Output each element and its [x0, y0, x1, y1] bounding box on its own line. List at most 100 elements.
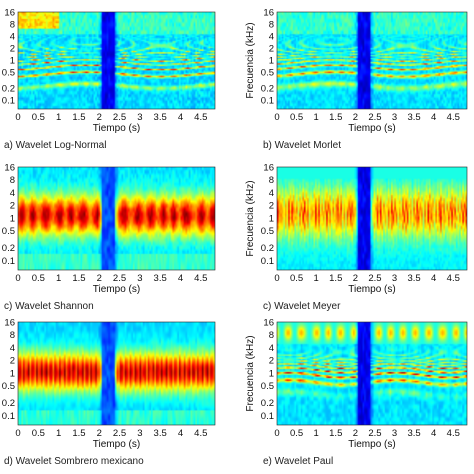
y-axis-label: Frecuencia (kHz): [245, 180, 256, 256]
x-tick-label: 1: [314, 273, 319, 284]
x-tick-label: 1.5: [72, 273, 85, 284]
y-tick-label: 0.5: [2, 67, 15, 78]
y-tick-label: 4: [10, 188, 15, 199]
x-tick-label: 0.5: [290, 112, 303, 123]
x-tick-label: 0: [15, 273, 20, 284]
y-tick-label: 0.5: [2, 226, 15, 237]
x-tick-label: 2: [97, 273, 102, 284]
x-tick-label: 4.5: [447, 273, 460, 284]
x-tick-label: 4.5: [447, 428, 460, 439]
x-axis-label: Tiempo (s): [93, 439, 140, 450]
x-tick-label: 2.5: [368, 428, 381, 439]
x-tick-label: 2.5: [113, 273, 126, 284]
x-axis-label: Tiempo (s): [348, 284, 395, 295]
panel-caption: d) Wavelet Sombrero mexicano: [4, 456, 144, 467]
x-tick-label: 3: [137, 428, 142, 439]
spectrogram-heatmap: [18, 167, 215, 270]
y-tick-label: 0.2: [261, 398, 274, 409]
x-tick-label: 3.5: [408, 428, 421, 439]
panel-caption: c) Wavelet Shannon: [4, 301, 94, 312]
spectrogram-heatmap: [277, 12, 467, 109]
y-tick-label: 1: [10, 55, 15, 66]
x-tick-label: 3: [137, 112, 142, 123]
x-tick-label: 0.5: [32, 428, 45, 439]
y-tick-label: 4: [269, 343, 274, 354]
x-tick-label: 3.5: [154, 428, 167, 439]
y-tick-label: 1: [269, 368, 274, 379]
x-tick-label: 4: [178, 428, 183, 439]
x-tick-label: 1: [56, 273, 61, 284]
plot-frame: [276, 11, 468, 110]
x-tick-label: 2: [97, 428, 102, 439]
y-tick-label: 16: [263, 162, 274, 173]
spectrogram-heatmap: [277, 167, 467, 270]
x-tick-label: 3.5: [154, 112, 167, 123]
y-tick-label: 1: [10, 213, 15, 224]
x-tick-label: 0.5: [290, 273, 303, 284]
x-tick-label: 4: [431, 112, 436, 123]
y-tick-label: 0.1: [261, 256, 274, 267]
x-tick-label: 1.5: [72, 112, 85, 123]
y-axis-label: Frecuencia (kHz): [245, 22, 256, 98]
y-tick-label: 8: [10, 330, 15, 341]
y-tick-label: 0.1: [261, 411, 274, 422]
x-tick-label: 1.5: [72, 428, 85, 439]
x-tick-label: 2.5: [113, 428, 126, 439]
plot-frame: [17, 166, 216, 271]
y-tick-label: 0.2: [2, 83, 15, 94]
x-tick-label: 1: [56, 112, 61, 123]
y-tick-label: 1: [269, 55, 274, 66]
plot-frame: [17, 321, 216, 426]
plot-frame: [276, 166, 468, 271]
x-tick-label: 0.5: [32, 273, 45, 284]
y-tick-label: 8: [269, 330, 274, 341]
y-tick-label: 16: [263, 317, 274, 328]
x-tick-label: 4: [431, 273, 436, 284]
y-tick-label: 8: [10, 19, 15, 30]
y-tick-label: 4: [269, 31, 274, 42]
y-tick-label: 2: [269, 43, 274, 54]
x-axis-label: Tiempo (s): [93, 123, 140, 134]
x-axis-label: Tiempo (s): [348, 439, 395, 450]
x-tick-label: 2.5: [368, 273, 381, 284]
y-tick-label: 2: [269, 201, 274, 212]
panel-caption: a) Wavelet Log-Normal: [4, 140, 106, 151]
x-tick-label: 4.5: [194, 273, 207, 284]
x-axis-label: Tiempo (s): [93, 284, 140, 295]
x-tick-label: 0: [15, 112, 20, 123]
y-axis-label: Frecuencia (kHz): [245, 335, 256, 411]
y-tick-label: 16: [4, 317, 15, 328]
y-tick-label: 2: [10, 43, 15, 54]
x-tick-label: 0.5: [290, 428, 303, 439]
x-tick-label: 2: [97, 112, 102, 123]
spectrogram-heatmap: [277, 322, 467, 425]
x-tick-label: 0: [15, 428, 20, 439]
x-tick-label: 1.5: [329, 112, 342, 123]
y-tick-label: 4: [269, 188, 274, 199]
x-tick-label: 1: [314, 112, 319, 123]
y-tick-label: 0.2: [2, 398, 15, 409]
spectrogram-heatmap: [18, 12, 215, 109]
x-tick-label: 2: [353, 112, 358, 123]
x-tick-label: 4.5: [447, 112, 460, 123]
y-tick-label: 2: [10, 356, 15, 367]
x-axis-label: Tiempo (s): [348, 123, 395, 134]
x-tick-label: 1: [56, 428, 61, 439]
x-tick-label: 2: [353, 428, 358, 439]
x-tick-label: 4: [178, 112, 183, 123]
x-tick-label: 1.5: [329, 428, 342, 439]
panel-caption: e) Wavelet Paul: [263, 456, 333, 467]
y-tick-label: 0.5: [2, 381, 15, 392]
y-tick-label: 2: [269, 356, 274, 367]
x-tick-label: 3: [137, 273, 142, 284]
x-tick-label: 3.5: [408, 273, 421, 284]
x-tick-label: 3: [392, 112, 397, 123]
y-tick-label: 2: [10, 201, 15, 212]
